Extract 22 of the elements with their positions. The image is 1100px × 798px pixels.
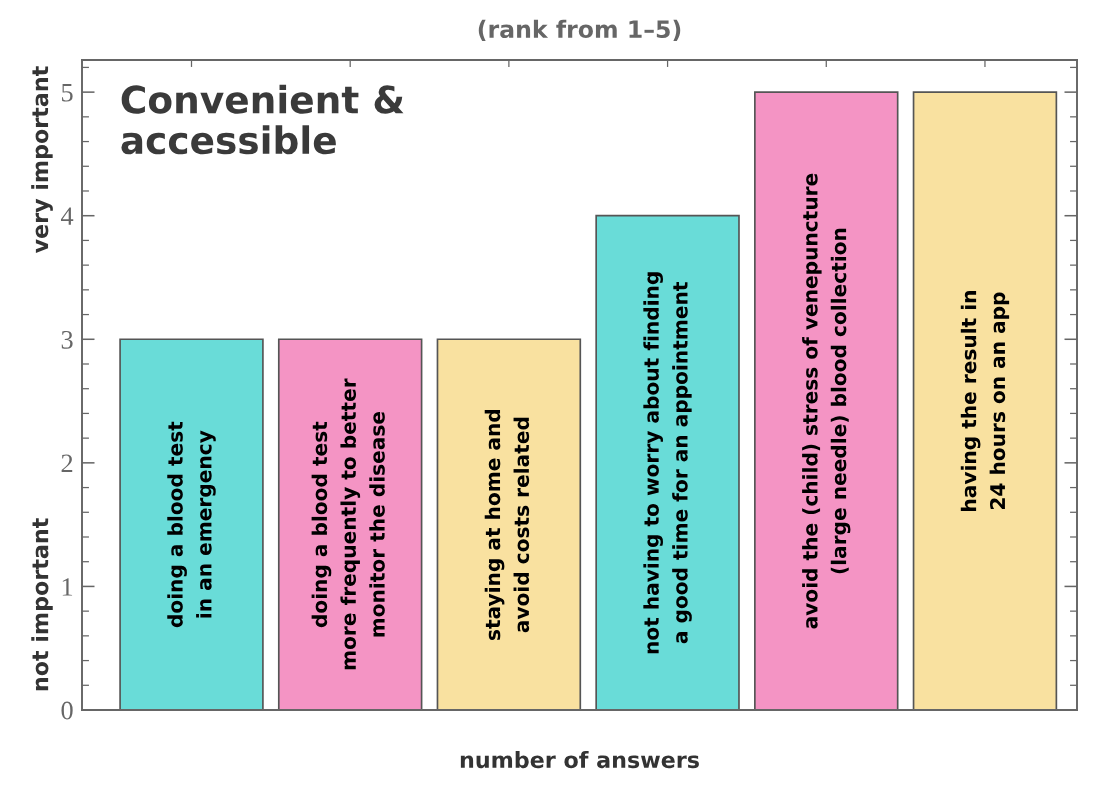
y-tick-label: 2 xyxy=(61,454,73,473)
y-tick-label: 3 xyxy=(61,330,73,349)
text: Convenient & accessible xyxy=(121,84,404,155)
y-tick-label: 1 xyxy=(62,578,73,596)
x-tick-label: doing a blood test more frequently to better monitor the disease xyxy=(311,378,385,670)
x-tick-label: doing a blood test in an emergency xyxy=(167,421,216,628)
bar xyxy=(436,338,582,710)
bar xyxy=(912,91,1058,710)
text: not important xyxy=(31,518,53,691)
bar xyxy=(277,338,423,710)
bar xyxy=(119,338,264,710)
x-tick-label: not having to worry about finding a good time for an appointment xyxy=(643,272,692,654)
x-axis-title: number of answers xyxy=(460,750,699,769)
bar xyxy=(595,214,740,710)
y-tick-label: 0 xyxy=(61,701,73,720)
text: very important xyxy=(31,66,53,254)
x-tick-label: staying at home and avoid costs related xyxy=(484,409,530,640)
chart-title: (rank from 1–5) xyxy=(478,19,681,41)
y-tick-label: 5 xyxy=(62,84,73,102)
x-tick-label: having the result in 24 hours on an app xyxy=(960,291,1010,511)
y-tick-label: 4 xyxy=(60,207,74,225)
bar xyxy=(754,91,899,710)
